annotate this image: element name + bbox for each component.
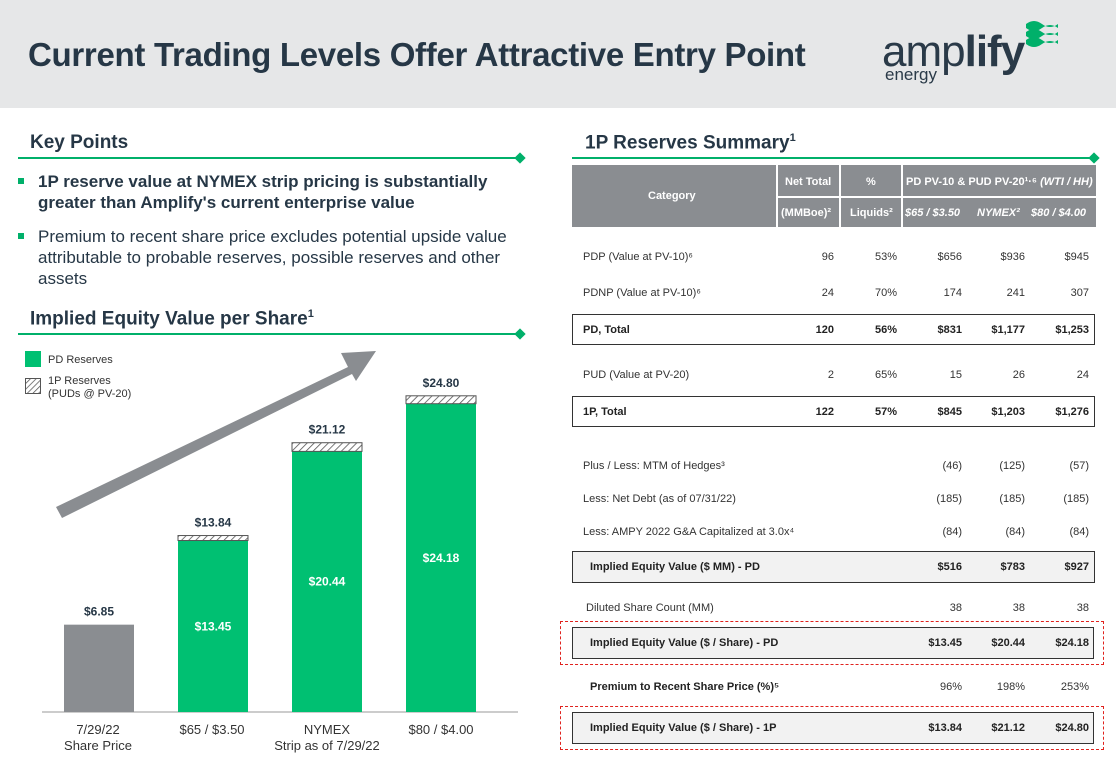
- equity-mm-box: [572, 551, 1095, 583]
- equity-bar-chart: Attractive Valuation Relative to PD Valu…: [42, 351, 518, 713]
- bar-pd-reserves: [178, 540, 248, 712]
- header-pct-unit-cell: [841, 198, 901, 227]
- header-pv-title: PD PV-10 & PUD PV-20¹·⁶ (WTI / HH): [906, 176, 1093, 188]
- title-bar: [0, 0, 1116, 108]
- amplify-logo: amplify energy: [882, 16, 1067, 88]
- logo-wordmark: amplify: [882, 27, 1025, 76]
- bar-pd-value-label: $13.45: [195, 619, 232, 633]
- x-label-80: $80 / $4.00: [408, 722, 474, 737]
- flag-icon: [1026, 21, 1058, 47]
- bar-pd-reserves: [406, 403, 476, 712]
- legend-pd-label: PD Reserves: [48, 354, 113, 366]
- equity-heading: Implied Equity Value per Share1: [30, 308, 314, 330]
- bar-1p-reserves: [177, 535, 249, 542]
- header-category: Category: [648, 190, 696, 202]
- x-label-share-price: 7/29/22 Share Price: [64, 722, 132, 753]
- bar-total-label: $24.80: [423, 376, 460, 390]
- legend-1p-swatch: [25, 378, 41, 394]
- header-net-total: Net Total: [785, 176, 832, 188]
- header-pct-cell: [841, 165, 901, 196]
- logo-energy: energy: [885, 65, 937, 84]
- key-point-2: Premium to recent share price excludes p…: [18, 226, 528, 289]
- bar-pd-value-label: $24.18: [423, 551, 460, 565]
- header-col-80: $80 / $4.00: [1031, 207, 1087, 219]
- header-net-cell: [778, 165, 839, 196]
- bar-total-label: $13.84: [195, 516, 232, 530]
- header-net-unit-cell: [778, 198, 839, 227]
- legend-1p-label: 1P Reserves (PUDs @ PV-20): [48, 375, 132, 400]
- header-net-unit: (MMBoe)²: [781, 207, 832, 219]
- arrow-label: Attractive Valuation Relative to PD Valu…: [60, 362, 327, 502]
- bar-pd-reserves: [292, 451, 362, 712]
- equity-1p-box: [572, 712, 1094, 744]
- header-col-65: $65 / $3.50: [905, 207, 961, 219]
- highlight-pd: [560, 621, 1104, 665]
- section-divider: [18, 157, 520, 159]
- equity-pd-box: [572, 627, 1094, 659]
- 1p-total-box: [572, 396, 1095, 427]
- header-pct: %: [866, 176, 876, 188]
- x-label-65: $65 / $3.50: [179, 722, 245, 737]
- header-pv-cols-cell: [903, 198, 1096, 227]
- bullet-marker: [18, 233, 24, 239]
- bar-share-price: [64, 624, 134, 712]
- reserves-heading: 1P Reserves Summary1: [585, 132, 796, 154]
- page-title: Current Trading Levels Offer Attractive …: [28, 36, 806, 73]
- header-pv-cell: [903, 165, 1096, 196]
- x-label-nymex: NYMEX Strip as of 7/29/22: [274, 722, 380, 753]
- key-point-1: 1P reserve value at NYMEX strip pricing …: [18, 171, 528, 213]
- highlight-1p: [560, 706, 1104, 750]
- header-col-nymex: NYMEX²: [977, 207, 1020, 219]
- bar-total-label: $6.85: [84, 605, 114, 619]
- divider-diamond: [1088, 152, 1100, 164]
- header-category-cell: [572, 165, 776, 227]
- section-divider: [572, 157, 1094, 159]
- legend-pd-swatch: [25, 351, 41, 367]
- pd-total-box: [572, 314, 1095, 345]
- bar-1p-reserves: [291, 442, 363, 452]
- bar-1p-reserves: [405, 395, 477, 405]
- key-points-heading: Key Points: [30, 132, 129, 153]
- valuation-arrow: [56, 351, 376, 518]
- bar-total-label: $21.12: [309, 423, 346, 437]
- bar-pd-value-label: $20.44: [309, 575, 346, 589]
- header-pct-unit: Liquids²: [850, 207, 893, 219]
- section-divider: [18, 333, 520, 335]
- bullet-marker: [18, 178, 24, 184]
